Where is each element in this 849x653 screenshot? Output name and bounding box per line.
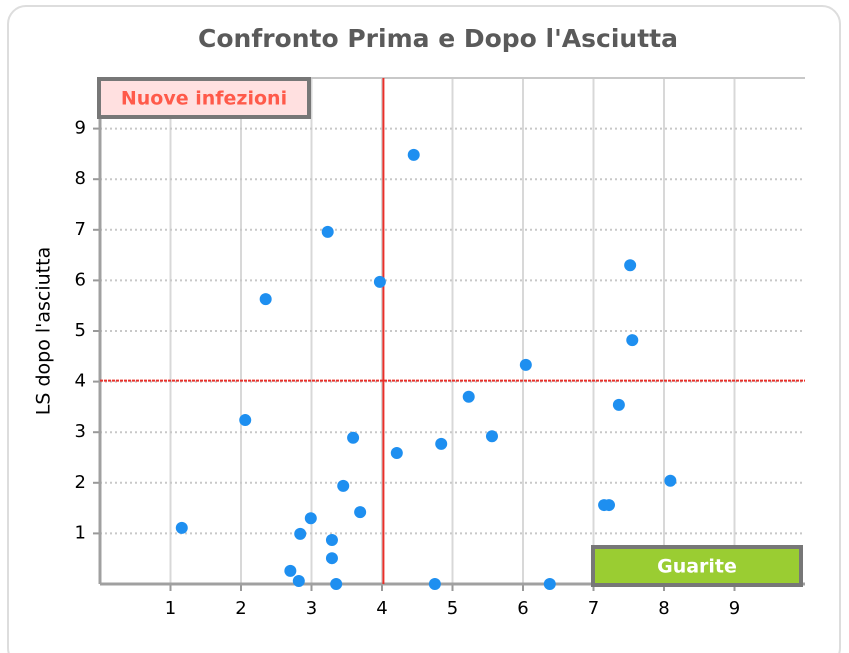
point [330,578,343,590]
annotation-box [591,545,803,587]
point [325,533,338,546]
point [325,552,338,565]
y-tick-label: 5 [75,320,86,341]
point [407,148,420,161]
y-tick-label: 9 [75,118,86,139]
card [7,5,841,653]
y-tick-label: 6 [75,269,86,290]
y-tick-label: 2 [75,472,86,493]
point [519,358,532,371]
point [337,479,350,492]
point [624,259,637,272]
point [543,578,556,590]
point [321,225,334,238]
point [373,275,386,288]
point [485,430,498,443]
point [462,390,475,403]
point [603,499,616,512]
point [294,527,307,540]
x-tick-label: 5 [447,598,458,619]
x-tick-label: 8 [658,598,669,619]
point [284,564,297,577]
x-tick-label: 7 [588,598,599,619]
point [354,506,367,519]
annotation-box [97,77,311,119]
point [347,431,360,444]
point [239,414,252,427]
x-tick-label: 1 [165,598,176,619]
y-tick-label: 4 [75,371,86,392]
point [292,574,305,587]
point [435,437,448,450]
point [612,398,625,411]
point [175,521,188,534]
x-tick-label: 4 [376,598,387,619]
y-axis-label: LS dopo l'asciutta [33,247,55,415]
point [428,578,441,590]
point [259,293,272,306]
y-tick-label: 7 [75,219,86,240]
x-tick-label: 9 [729,598,740,619]
y-tick-label: 8 [75,168,86,189]
point [304,512,317,525]
point [664,474,677,487]
point [390,446,403,459]
point [626,334,639,347]
x-tick-label: 2 [235,598,246,619]
x-tick-label: 6 [517,598,528,619]
x-tick-label: 3 [306,598,317,619]
chart-title: Confronto Prima e Dopo l'Asciutta [198,24,678,53]
annotation: Nuove infezioni [121,88,287,110]
y-tick-label: 3 [75,421,86,442]
annotation: Guarite [657,556,737,578]
y-tick-label: 1 [75,522,86,543]
